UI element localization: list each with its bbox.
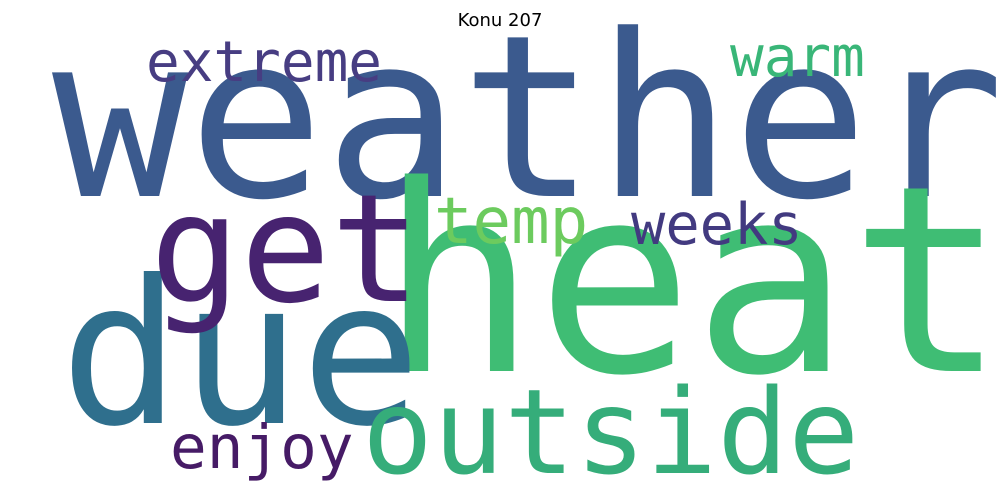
word-due: due [60,238,422,471]
word-heat: heat [380,131,1000,433]
word-get: get [150,163,421,337]
word-outside: outside [362,363,860,500]
word-warm: warm [730,25,865,90]
word-temp: temp [434,185,589,259]
word-extreme: extreme [146,30,383,95]
word-enjoy: enjoy [170,412,354,483]
word-weather: weather [52,0,1000,250]
word-weeks: weeks [631,192,803,258]
chart-title: Konu 207 [457,10,543,31]
